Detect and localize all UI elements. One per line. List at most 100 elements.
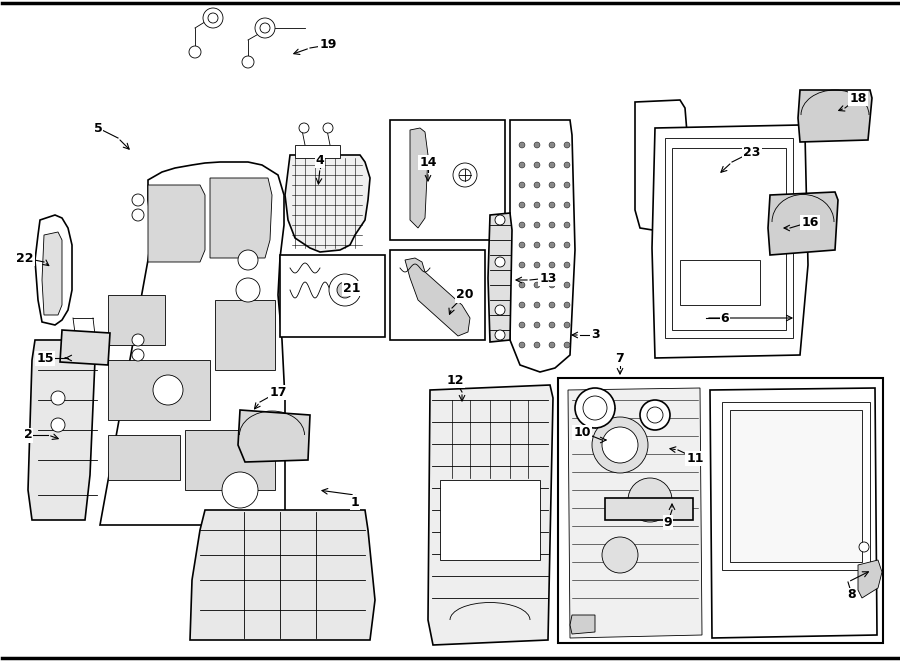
Bar <box>722 402 870 570</box>
Polygon shape <box>108 435 180 480</box>
Circle shape <box>153 375 183 405</box>
Polygon shape <box>858 560 882 598</box>
Text: 12: 12 <box>446 373 464 387</box>
Circle shape <box>236 278 260 302</box>
Polygon shape <box>210 178 272 258</box>
Polygon shape <box>405 258 470 336</box>
Circle shape <box>203 8 223 28</box>
Bar <box>605 498 693 520</box>
Polygon shape <box>42 232 62 315</box>
Circle shape <box>534 242 540 248</box>
Polygon shape <box>35 215 72 325</box>
Circle shape <box>51 418 65 432</box>
Circle shape <box>132 334 144 346</box>
Circle shape <box>242 56 254 68</box>
Circle shape <box>208 13 218 23</box>
Circle shape <box>564 262 570 268</box>
Circle shape <box>337 282 353 298</box>
Circle shape <box>564 222 570 228</box>
Text: 23: 23 <box>743 145 760 159</box>
Bar <box>558 378 883 643</box>
Circle shape <box>564 282 570 288</box>
Circle shape <box>534 342 540 348</box>
Polygon shape <box>798 90 872 142</box>
Circle shape <box>564 322 570 328</box>
Circle shape <box>519 242 525 248</box>
Circle shape <box>575 388 615 428</box>
Text: 3: 3 <box>590 329 599 342</box>
Bar <box>665 138 793 338</box>
Circle shape <box>534 162 540 168</box>
Circle shape <box>519 222 525 228</box>
Bar <box>390 120 505 240</box>
Text: 11: 11 <box>686 451 704 465</box>
Polygon shape <box>410 128 428 228</box>
Polygon shape <box>185 430 275 490</box>
Circle shape <box>495 215 505 225</box>
Text: 4: 4 <box>316 153 324 167</box>
Circle shape <box>519 142 525 148</box>
Circle shape <box>495 305 505 315</box>
Circle shape <box>549 162 555 168</box>
Text: 22: 22 <box>16 251 34 264</box>
Text: 6: 6 <box>721 311 729 325</box>
Text: 16: 16 <box>801 215 819 229</box>
Circle shape <box>519 322 525 328</box>
Circle shape <box>549 222 555 228</box>
Circle shape <box>534 222 540 228</box>
Text: 19: 19 <box>320 38 337 52</box>
Bar <box>672 148 786 330</box>
Circle shape <box>549 182 555 188</box>
Circle shape <box>519 182 525 188</box>
Circle shape <box>534 182 540 188</box>
Circle shape <box>564 202 570 208</box>
Circle shape <box>329 274 361 306</box>
Polygon shape <box>652 125 808 358</box>
Polygon shape <box>108 360 210 420</box>
Bar <box>680 260 760 305</box>
Text: 18: 18 <box>850 91 867 104</box>
Polygon shape <box>190 510 375 640</box>
Circle shape <box>534 322 540 328</box>
Text: 7: 7 <box>616 352 625 364</box>
Circle shape <box>549 262 555 268</box>
Circle shape <box>519 262 525 268</box>
Circle shape <box>534 302 540 308</box>
Circle shape <box>132 349 144 361</box>
Text: 21: 21 <box>343 282 361 295</box>
Circle shape <box>299 123 309 133</box>
Circle shape <box>132 194 144 206</box>
Text: 2: 2 <box>23 428 32 442</box>
Circle shape <box>534 142 540 148</box>
Circle shape <box>495 257 505 267</box>
Polygon shape <box>635 100 688 232</box>
Polygon shape <box>28 340 100 520</box>
Circle shape <box>519 302 525 308</box>
Circle shape <box>495 330 505 340</box>
Circle shape <box>222 472 258 508</box>
Circle shape <box>534 202 540 208</box>
Polygon shape <box>570 615 595 634</box>
Circle shape <box>549 302 555 308</box>
Bar <box>280 255 385 337</box>
Polygon shape <box>768 192 838 255</box>
Polygon shape <box>510 120 575 372</box>
Circle shape <box>519 162 525 168</box>
Circle shape <box>323 123 333 133</box>
Polygon shape <box>215 300 275 370</box>
Circle shape <box>602 537 638 573</box>
Circle shape <box>534 282 540 288</box>
Text: 10: 10 <box>573 426 590 438</box>
Circle shape <box>459 169 471 181</box>
Circle shape <box>519 342 525 348</box>
Polygon shape <box>568 388 702 638</box>
Text: 14: 14 <box>419 155 436 169</box>
Circle shape <box>238 250 258 270</box>
Circle shape <box>260 23 270 33</box>
Circle shape <box>549 322 555 328</box>
Polygon shape <box>285 155 370 252</box>
Circle shape <box>640 400 670 430</box>
Polygon shape <box>428 385 553 645</box>
Circle shape <box>453 163 477 187</box>
Circle shape <box>51 391 65 405</box>
